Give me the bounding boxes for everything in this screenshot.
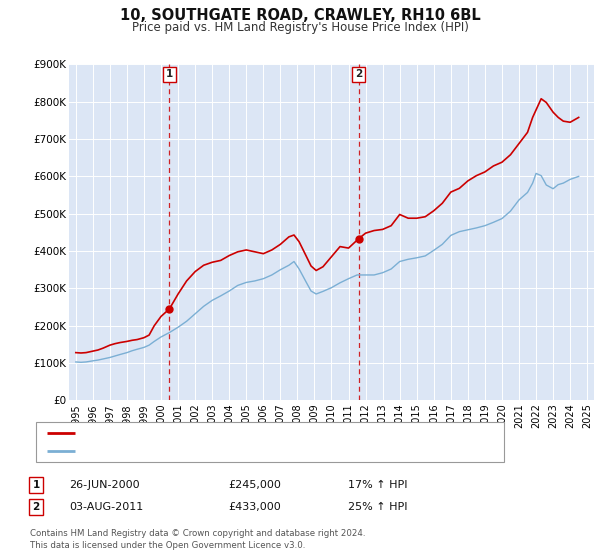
Text: 10, SOUTHGATE ROAD, CRAWLEY, RH10 6BL (detached house): 10, SOUTHGATE ROAD, CRAWLEY, RH10 6BL (d… [79,428,404,437]
Text: 1: 1 [32,480,40,490]
Text: £433,000: £433,000 [228,502,281,512]
Text: 26-JUN-2000: 26-JUN-2000 [69,480,140,490]
Text: 1: 1 [166,69,173,80]
Text: 2: 2 [32,502,40,512]
Text: Price paid vs. HM Land Registry's House Price Index (HPI): Price paid vs. HM Land Registry's House … [131,21,469,34]
Text: Contains HM Land Registry data © Crown copyright and database right 2024.
This d: Contains HM Land Registry data © Crown c… [30,529,365,550]
Text: 25% ↑ HPI: 25% ↑ HPI [348,502,407,512]
Text: 17% ↑ HPI: 17% ↑ HPI [348,480,407,490]
Text: 03-AUG-2011: 03-AUG-2011 [69,502,143,512]
Text: £245,000: £245,000 [228,480,281,490]
Text: 10, SOUTHGATE ROAD, CRAWLEY, RH10 6BL: 10, SOUTHGATE ROAD, CRAWLEY, RH10 6BL [119,8,481,24]
Text: HPI: Average price, detached house, Crawley: HPI: Average price, detached house, Craw… [79,446,314,456]
Text: 2: 2 [355,69,362,80]
